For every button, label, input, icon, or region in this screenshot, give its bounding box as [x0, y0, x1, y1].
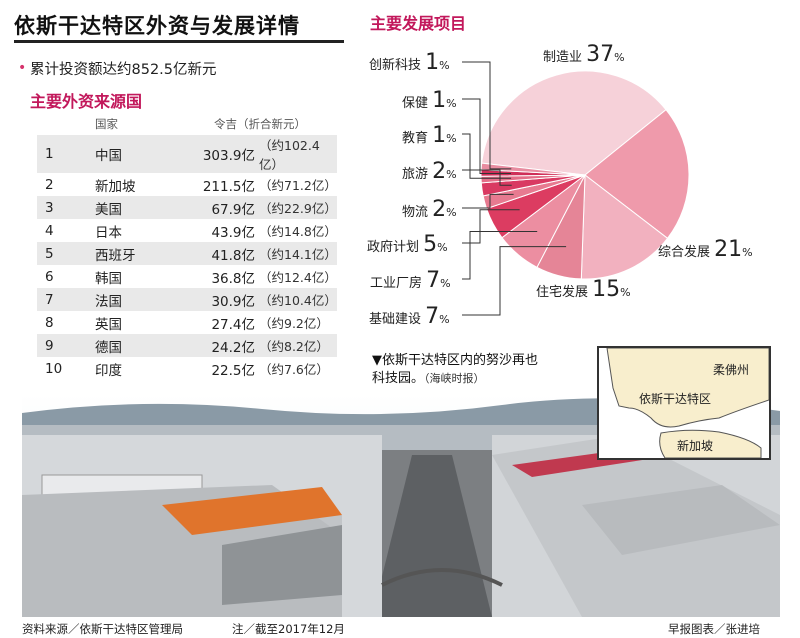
- header-country: 国家: [95, 116, 118, 131]
- row-country: 法国: [95, 293, 122, 310]
- leader-line-9: [462, 98, 511, 174]
- row-sgd: （约7.6亿）: [259, 362, 329, 377]
- row-myr: 24.2亿: [211, 339, 255, 356]
- map-label-johor: 柔佛州: [713, 363, 749, 377]
- table-row: 1 中国 303.9亿 （约102.4亿）: [37, 135, 337, 173]
- leader-line-3: [462, 246, 567, 316]
- row-country: 印度: [95, 362, 122, 379]
- row-country: 西班牙: [95, 247, 136, 264]
- row-myr: 303.9亿: [202, 148, 255, 164]
- row-country: 英国: [95, 316, 122, 333]
- leader-line-8: [462, 133, 512, 179]
- row-myr: 67.9亿: [211, 201, 255, 218]
- row-rank: 1: [45, 146, 54, 162]
- leader-line-6: [462, 193, 514, 209]
- leader-line-10: [462, 61, 512, 170]
- caption-line-2: 科技园。: [372, 371, 425, 386]
- label-integrated: 综合发展 21%: [658, 237, 753, 262]
- label-government: 政府计划 5%: [367, 232, 448, 257]
- row-rank: 5: [45, 245, 54, 262]
- header-amount: 令吉（折合新元）: [214, 116, 306, 131]
- row-sgd: （约12.4亿）: [259, 270, 337, 285]
- label-residential: 住宅发展 15%: [536, 277, 631, 302]
- pie-slice-0: [481, 70, 667, 176]
- pie-slice-1: [584, 109, 690, 240]
- map-label-singapore: 新加坡: [677, 438, 713, 453]
- table-row: 2 新加坡 211.5亿 （约71.2亿）: [37, 173, 337, 196]
- row-sgd: （约8.2亿）: [259, 339, 329, 354]
- row-myr: 27.4亿: [211, 316, 255, 333]
- row-country: 德国: [95, 339, 122, 356]
- row-country: 中国: [95, 148, 122, 164]
- row-myr: 30.9亿: [211, 293, 255, 310]
- label-tourism: 旅游 2%: [402, 159, 457, 184]
- row-myr: 22.5亿: [211, 362, 255, 379]
- row-rank: 10: [45, 360, 63, 377]
- sources-table: 国家 令吉（折合新元） 1 中国 303.9亿 （约102.4亿） 2 新加坡 211.5亿…: [37, 112, 337, 380]
- table-row: 10 印度 22.5亿 （约7.6亿）: [37, 357, 337, 380]
- row-rank: 4: [45, 222, 54, 239]
- projects-heading: 主要发展项目: [370, 14, 467, 33]
- label-industrial: 工业厂房 7%: [370, 268, 451, 293]
- row-sgd: （约22.9亿）: [259, 201, 337, 216]
- row-rank: 7: [45, 291, 54, 308]
- caption-line-1: ▼依斯干达特区内的努沙再也: [372, 353, 538, 368]
- label-logistics: 物流 2%: [402, 197, 457, 222]
- row-myr: 43.9亿: [211, 224, 255, 241]
- footer-credit: 早报图表／张进培: [668, 622, 760, 636]
- row-rank: 2: [45, 176, 54, 193]
- row-myr: 36.8亿: [211, 270, 255, 287]
- science-park-photo: [22, 395, 780, 617]
- row-sgd: （约14.8亿）: [259, 224, 337, 239]
- footer-source: 资料来源／依斯干达特区管理局: [22, 622, 183, 636]
- table-row: 5 西班牙 41.8亿 （约14.1亿）: [37, 242, 337, 265]
- pie-slice-2: [580, 174, 669, 280]
- map-shape: 柔佛州 依斯干达特区 新加坡: [599, 347, 770, 459]
- caption-credit: （海峡时报）: [424, 372, 485, 385]
- bullet-dot: •: [18, 60, 27, 76]
- label-health: 保健 1%: [402, 88, 457, 113]
- label-education: 教育 1%: [402, 123, 457, 148]
- title-divider: [14, 40, 344, 43]
- row-sgd: （约102.4亿）: [259, 138, 320, 172]
- table-row: 8 英国 27.4亿 （约9.2亿）: [37, 311, 337, 334]
- photo-caption: ▼依斯干达特区内的努沙再也 科技园。（海峡时报）: [372, 352, 538, 388]
- row-sgd: （约71.2亿）: [259, 178, 337, 193]
- row-rank: 8: [45, 314, 54, 331]
- row-country: 新加坡: [95, 178, 136, 195]
- label-innovation: 创新科技 1%: [369, 50, 450, 75]
- row-sgd: （约14.1亿）: [259, 247, 337, 262]
- leader-line-7: [462, 169, 512, 186]
- row-country: 美国: [95, 201, 122, 218]
- table-row: 9 德国 24.2亿 （约8.2亿）: [37, 334, 337, 357]
- row-sgd: （约10.4亿）: [259, 293, 337, 308]
- row-myr: 41.8亿: [211, 247, 255, 264]
- table-row: 3 美国 67.9亿 （约22.9亿）: [37, 196, 337, 219]
- row-rank: 9: [45, 337, 54, 354]
- row-country: 日本: [95, 224, 122, 241]
- investment-total: 累计投资额达约852.5亿新元: [30, 62, 217, 78]
- label-infrastructure: 基础建设 7%: [369, 304, 450, 329]
- row-myr: 211.5亿: [202, 178, 255, 195]
- row-country: 韩国: [95, 270, 122, 287]
- table-row: 6 韩国 36.8亿 （约12.4亿）: [37, 265, 337, 288]
- sources-heading: 主要外资来源国: [30, 92, 143, 111]
- table-header-row: 国家 令吉（折合新元）: [37, 112, 337, 135]
- table-row: 7 法国 30.9亿 （约10.4亿）: [37, 288, 337, 311]
- leader-line-4: [462, 231, 538, 280]
- row-rank: 6: [45, 268, 54, 285]
- projects-pie-chart: [462, 61, 690, 316]
- footer-note: 注／截至2017年12月: [232, 622, 345, 636]
- main-title: 依斯干达特区外资与发展详情: [14, 14, 300, 38]
- table-body: 1 中国 303.9亿 （约102.4亿） 2 新加坡 211.5亿 （约71.2亿） 3 美国 6…: [37, 135, 337, 380]
- label-manufacturing: 制造业 37%: [543, 42, 625, 67]
- row-rank: 3: [45, 199, 54, 216]
- location-map: 柔佛州 依斯干达特区 新加坡: [597, 346, 771, 460]
- leader-line-5: [462, 209, 520, 244]
- row-sgd: （约9.2亿）: [259, 316, 329, 331]
- table-row: 4 日本 43.9亿 （约14.8亿）: [37, 219, 337, 242]
- map-label-iskandar: 依斯干达特区: [639, 391, 711, 406]
